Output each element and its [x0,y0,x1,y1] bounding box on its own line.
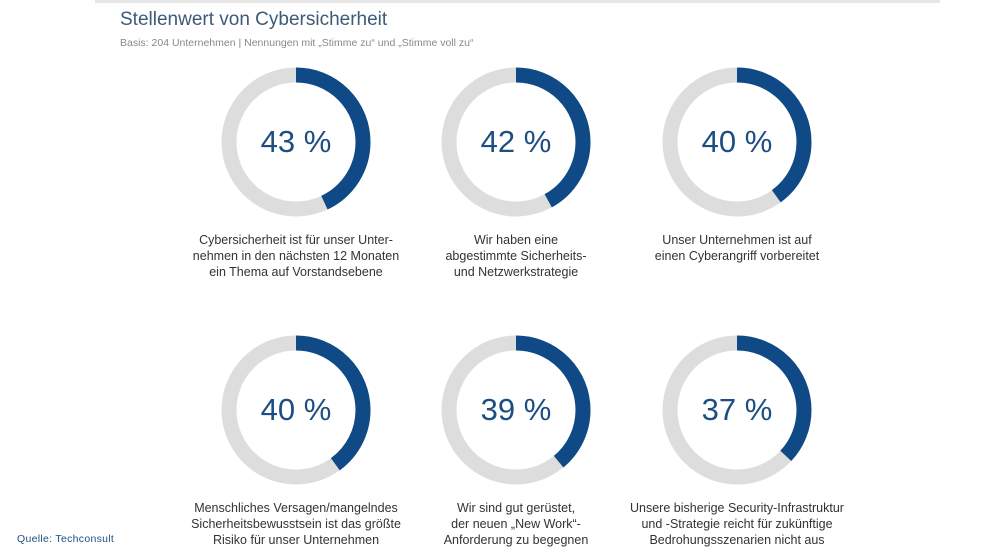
donut-caption: Cybersicherheit ist für unser Unter-nehm… [176,232,416,280]
caption-line: und -Strategie reicht für zukünftige [641,517,833,531]
caption-line: Sicherheitsbewusstsein ist das größte [191,517,401,531]
donut-caption: Unsere bisherige Security-Infrastruktur u… [617,500,857,548]
percent-label: 37 % [701,392,773,427]
donut-caption: Menschliches Versagen/mangelndes Sicherhe… [176,500,416,548]
donut-value-arc [441,67,591,217]
donut-value-arc [221,67,371,217]
caption-line: Unsere bisherige Security-Infrastruktur [630,501,844,515]
caption-line: ein Thema auf Vorstandsebene [209,265,383,279]
percent-label: 40 % [260,392,332,427]
chart-title: Stellenwert von Cybersicherheit [120,9,388,30]
source-note: Quelle: Techconsult [17,533,115,545]
donut-chart: 42 % [436,62,596,222]
caption-line: abgestimmte Sicherheits- [445,249,587,263]
donut-chart: 40 % [657,62,817,222]
top-divider [95,0,940,3]
caption-line: Menschliches Versagen/mangelndes [194,501,398,515]
caption-line: Risiko für unser Unternehmen [212,533,380,547]
donut-value-arc [662,67,812,217]
donut-chart: 39 % [436,330,596,490]
caption-line: einen Cyberangriff vorbereitet [654,249,820,263]
caption-line: Bedrohungsszenarien nicht aus [649,533,825,547]
chart-subtitle: Basis: 204 Unternehmen | Nennungen mit „… [120,37,474,49]
donut-caption: Wir haben eine abgestimmte Sicherheits-un… [396,232,636,280]
donut-value-arc [662,335,812,485]
donut-chart: 43 % [216,62,376,222]
caption-line: nehmen in den nächsten 12 Monaten [192,249,400,263]
caption-line: der neuen „New Work“- [451,517,581,531]
percent-label: 42 % [480,124,552,159]
caption-line: Anforderung zu begegnen [443,533,589,547]
caption-line: und Netzwerkstrategie [453,265,579,279]
percent-label: 40 % [701,124,773,159]
percent-label: 39 % [480,392,552,427]
donut-chart: 37 % [657,330,817,490]
donut-caption: Unser Unternehmen ist auf einen Cyberangr… [617,232,857,264]
caption-line: Unser Unternehmen ist auf [662,233,812,247]
caption-line: Cybersicherheit ist für unser Unter- [199,233,393,247]
caption-line: Wir sind gut gerüstet, [456,501,576,515]
donut-chart: 40 % [216,330,376,490]
donut-value-arc [441,335,591,485]
donut-value-arc [221,335,371,485]
percent-label: 43 % [260,124,332,159]
caption-line: Wir haben eine [473,233,559,247]
donut-caption: Wir sind gut gerüstet, der neuen „New Wor… [396,500,636,548]
